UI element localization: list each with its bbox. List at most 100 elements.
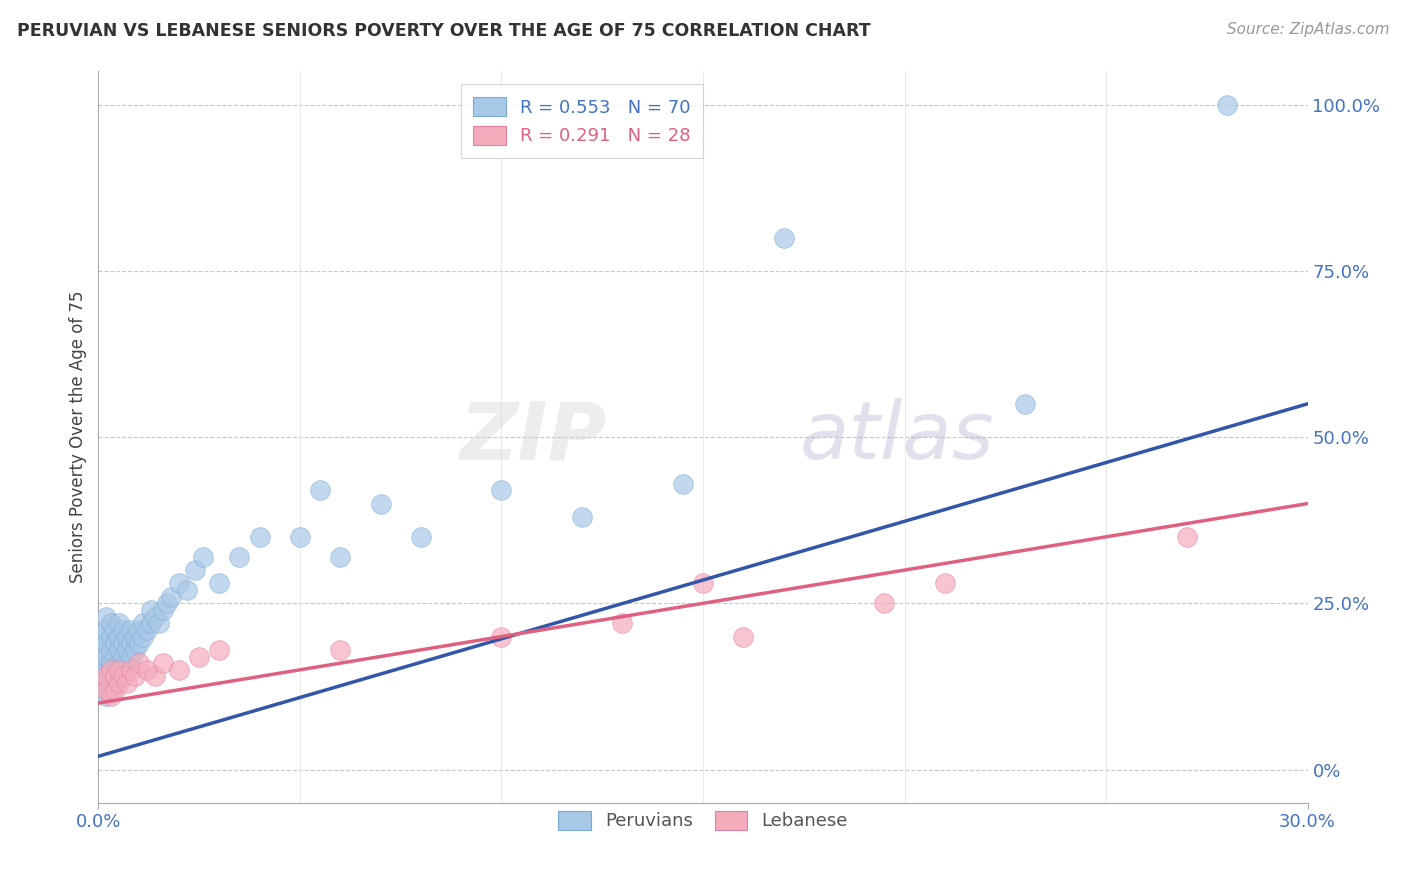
Point: [91, 669, 114, 683]
Point: [107, 663, 129, 677]
Point: [288, 530, 311, 544]
Point: [124, 669, 146, 683]
Point: [100, 630, 122, 644]
Legend: Peruvians, Lebanese: Peruvians, Lebanese: [551, 804, 855, 838]
Point: [96, 636, 118, 650]
Point: [193, 549, 215, 564]
Point: [91, 630, 114, 644]
Point: [96, 663, 118, 677]
Point: [152, 656, 174, 670]
Point: [156, 596, 179, 610]
Point: [873, 596, 896, 610]
Point: [135, 663, 157, 677]
Point: [115, 656, 138, 670]
Point: [100, 616, 122, 631]
Point: [228, 549, 250, 564]
Point: [772, 230, 794, 244]
Text: Source: ZipAtlas.com: Source: ZipAtlas.com: [1226, 22, 1389, 37]
Point: [132, 616, 155, 631]
Point: [107, 630, 129, 644]
Point: [733, 630, 755, 644]
Point: [103, 649, 125, 664]
Point: [120, 663, 142, 677]
Point: [132, 630, 155, 644]
Point: [96, 609, 118, 624]
Point: [100, 690, 122, 704]
Point: [100, 669, 122, 683]
Point: [208, 643, 231, 657]
Point: [96, 682, 118, 697]
Point: [100, 643, 122, 657]
Point: [111, 663, 134, 677]
Point: [107, 656, 129, 670]
Point: [143, 609, 166, 624]
Point: [143, 669, 166, 683]
Point: [111, 649, 134, 664]
Point: [139, 616, 162, 631]
Point: [934, 576, 956, 591]
Point: [329, 643, 352, 657]
Point: [96, 669, 118, 683]
Point: [309, 483, 332, 498]
Point: [120, 623, 142, 637]
Point: [329, 549, 352, 564]
Point: [103, 676, 125, 690]
Point: [103, 669, 125, 683]
Point: [124, 643, 146, 657]
Point: [100, 663, 122, 677]
Point: [91, 643, 114, 657]
Point: [120, 636, 142, 650]
Point: [184, 563, 207, 577]
Point: [103, 636, 125, 650]
Point: [96, 676, 118, 690]
Point: [160, 590, 183, 604]
Point: [124, 630, 146, 644]
Point: [1216, 97, 1239, 112]
Point: [249, 530, 271, 544]
Point: [91, 676, 114, 690]
Point: [107, 669, 129, 683]
Point: [111, 623, 134, 637]
Point: [91, 656, 114, 670]
Point: [91, 682, 114, 697]
Point: [167, 576, 190, 591]
Point: [491, 483, 513, 498]
Point: [115, 643, 138, 657]
Point: [107, 676, 129, 690]
Text: PERUVIAN VS LEBANESE SENIORS POVERTY OVER THE AGE OF 75 CORRELATION CHART: PERUVIAN VS LEBANESE SENIORS POVERTY OVE…: [17, 22, 870, 40]
Point: [120, 649, 142, 664]
Point: [1175, 530, 1198, 544]
Point: [612, 616, 634, 631]
Point: [103, 663, 125, 677]
Point: [128, 636, 150, 650]
Point: [176, 582, 198, 597]
Point: [692, 576, 714, 591]
Y-axis label: Seniors Poverty Over the Age of 75: Seniors Poverty Over the Age of 75: [69, 291, 87, 583]
Point: [111, 636, 134, 650]
Point: [139, 603, 162, 617]
Point: [672, 476, 695, 491]
Point: [370, 497, 392, 511]
Point: [208, 576, 231, 591]
Point: [96, 690, 118, 704]
Point: [103, 682, 125, 697]
Point: [571, 509, 593, 524]
Point: [115, 630, 138, 644]
Point: [111, 669, 134, 683]
Point: [96, 649, 118, 664]
Point: [1014, 397, 1036, 411]
Point: [152, 603, 174, 617]
Point: [96, 623, 118, 637]
Point: [115, 676, 138, 690]
Point: [128, 623, 150, 637]
Text: ZIP: ZIP: [458, 398, 606, 476]
Point: [100, 656, 122, 670]
Point: [107, 643, 129, 657]
Point: [167, 663, 190, 677]
Point: [491, 630, 513, 644]
Point: [100, 682, 122, 697]
Point: [107, 616, 129, 631]
Point: [103, 623, 125, 637]
Point: [188, 649, 211, 664]
Point: [128, 656, 150, 670]
